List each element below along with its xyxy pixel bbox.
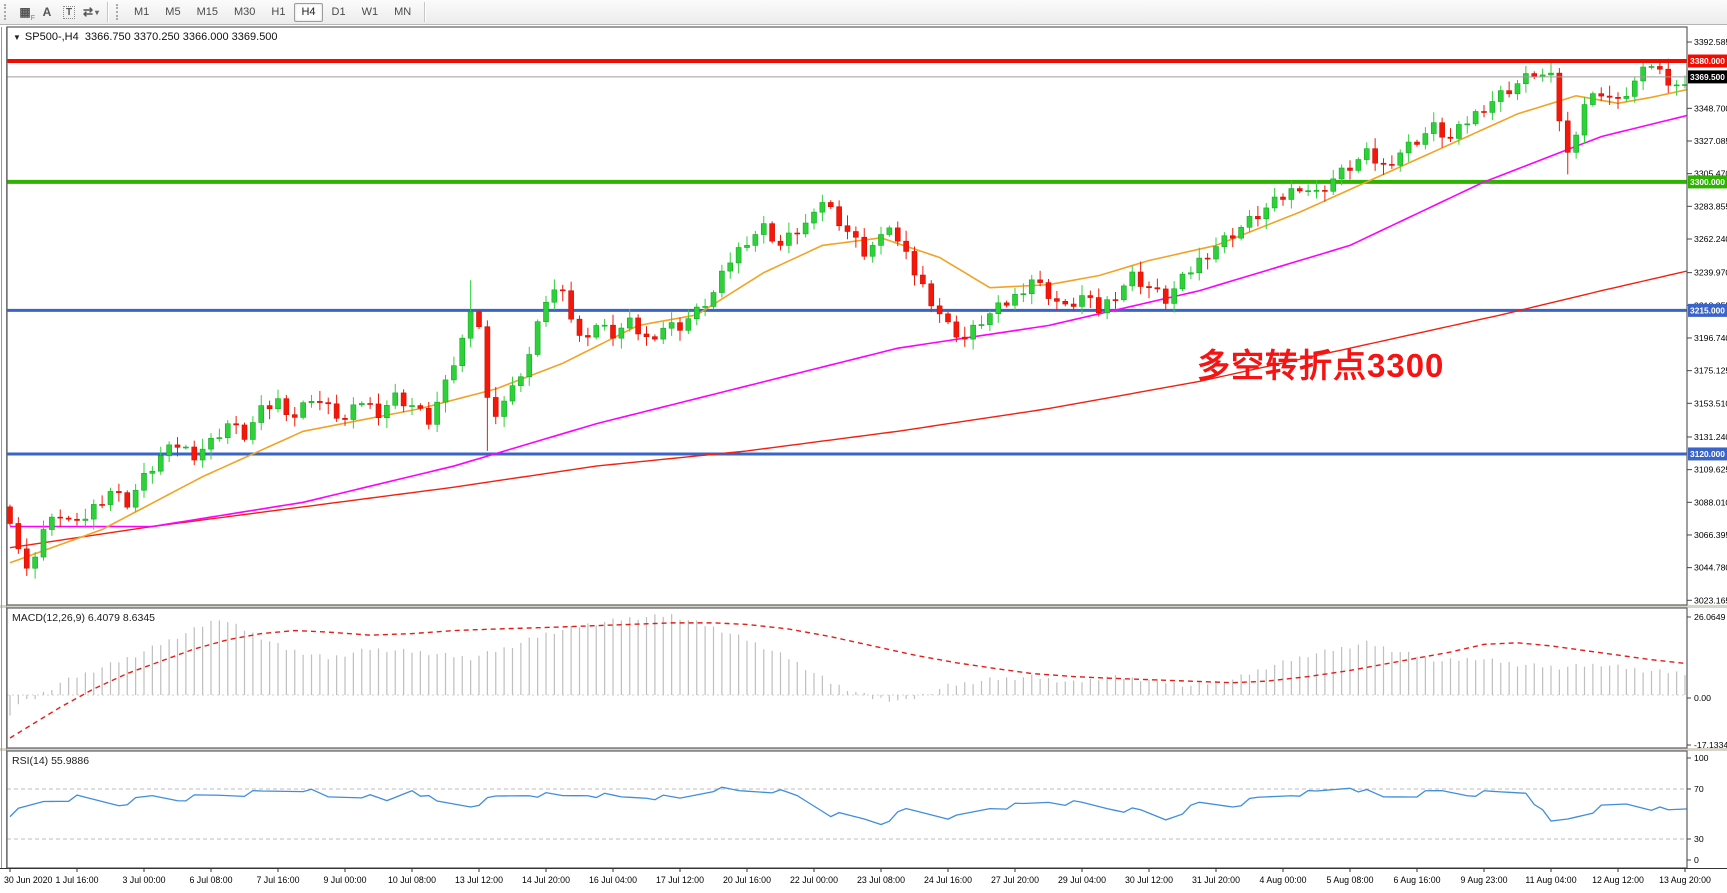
price-axis-label: 3131.240 [1694,432,1727,442]
date-axis-label: 30 Jul 12:00 [1125,875,1173,885]
rsi-axis-label: 70 [1694,784,1704,794]
text-box-icon[interactable]: T [59,2,79,22]
date-axis-label: 4 Aug 00:00 [1260,875,1307,885]
svg-text:3215.000: 3215.000 [1690,306,1725,316]
chart-symbol-label: SP500-,H4 [24,31,79,43]
date-axis-label: 22 Jul 00:00 [790,875,838,885]
timeframe-button-w1[interactable]: W1 [361,5,379,18]
date-axis-label: 1 Jul 16:00 [55,875,98,885]
timeframe-button-group: M1 M5 M15 M30 H1 H4 D1 W1 MN [126,2,419,22]
svg-text:3300.000: 3300.000 [1690,177,1725,187]
svg-text:3380.000: 3380.000 [1690,56,1725,66]
price-badge [1688,447,1727,461]
price-axis-label: 3088.010 [1694,497,1727,507]
price-axis-label: 3109.625 [1694,465,1727,475]
macd-axis-label: -17.1334 [1694,740,1727,750]
toolbar: ▦ F A T ⇄ ▾ M1 M5 M15 M30 H1 H4 D1 W1 MN [0,0,1727,25]
svg-text:3120.000: 3120.000 [1690,449,1725,459]
rsi-panel [7,786,1687,840]
date-axis-label: 10 Jul 08:00 [388,875,436,885]
date-axis-label: 17 Jul 12:00 [656,875,704,885]
macd-axis-label: 26.0649 [1694,612,1726,622]
macd-axis-label: 0.00 [1694,693,1711,703]
timeframe-button-m1[interactable]: M1 [134,5,150,18]
price-badge [1688,54,1727,68]
main-price-panel [7,58,1687,579]
price-axis-label: 3239.970 [1694,268,1727,278]
date-axis-label: 29 Jul 04:00 [1058,875,1106,885]
price-axis-label: 3327.085 [1694,136,1727,146]
toolbar-grip-2[interactable] [116,4,122,20]
price-axis-label: 3262.240 [1694,234,1727,244]
toolbar-separator-2 [424,2,427,22]
toolbar-icon-group: ▦ F A T ⇄ ▾ [14,2,102,22]
toolbar-separator [107,2,109,22]
date-axis-label: 12 Aug 12:00 [1592,875,1644,885]
price-axis-label: 3023.165 [1694,595,1727,605]
chart-dropdown-icon[interactable]: ▼ [13,33,21,42]
date-axis-label: 14 Jul 20:00 [522,875,570,885]
price-badge [1688,70,1727,84]
arrows-icon[interactable]: ⇄ ▾ [82,5,100,19]
price-axis-label: 3153.510 [1694,398,1727,408]
date-axis-label: 6 Aug 16:00 [1394,875,1441,885]
date-axis-label: 27 Jul 20:00 [991,875,1039,885]
grid-f-icon[interactable]: ▦ F [19,5,35,22]
date-axis-label: 30 Jun 2020 [4,875,53,885]
price-axis-label: 3066.395 [1694,530,1727,540]
font-a-icon[interactable]: A [42,5,52,19]
chart-text-annotation: 多空转折点3300 [1197,347,1445,384]
date-axis-label: 16 Jul 04:00 [589,875,637,885]
date-axis-label: 23 Jul 08:00 [857,875,905,885]
price-chart-canvas[interactable]: 3392.585 3348.700 3327.085 3305.470 3283.855… [0,25,1727,893]
timeframe-button-mn[interactable]: MN [394,5,412,18]
rsi-axis-label: 30 [1694,834,1704,844]
rsi-axis-label: 0 [1694,855,1699,865]
rsi-indicator-label: RSI(14) 55.9886 [12,755,90,767]
date-axis-label: 3 Jul 00:00 [122,875,165,885]
date-axis-label: 7 Jul 16:00 [256,875,299,885]
timeframe-button-m30[interactable]: M30 [233,5,256,18]
price-axis-label: 3175.125 [1694,366,1727,376]
svg-text:3369.500: 3369.500 [1690,72,1725,82]
toolbar-grip[interactable] [4,4,10,20]
date-axis-label: 31 Jul 20:00 [1192,875,1240,885]
date-axis-label: 5 Aug 08:00 [1327,875,1374,885]
timeframe-button-m5[interactable]: M5 [165,5,181,18]
date-axis-label: 9 Jul 00:00 [323,875,366,885]
date-axis-label: 24 Jul 16:00 [924,875,972,885]
chart-ohlc-readout: 3366.750 3370.250 3366.000 3369.500 [84,31,278,43]
timeframe-button-h1[interactable]: H1 [271,5,286,18]
timeframe-button-h4[interactable]: H4 [294,2,323,22]
macd-panel [7,614,1687,739]
macd-indicator-label: MACD(12,26,9) 6.4079 8.6345 [12,612,156,624]
timeframe-button-m15[interactable]: M15 [196,5,218,18]
price-badge [1688,175,1727,189]
chart-title[interactable]: ▼ SP500-,H4 3366.750 3370.250 3366.000 33… [13,31,278,43]
timeframe-button-d1[interactable]: D1 [331,5,346,18]
price-axis-label: 3196.740 [1694,333,1727,343]
date-axis-label: 6 Jul 08:00 [189,875,232,885]
date-axis-label: 20 Jul 16:00 [723,875,771,885]
date-axis-label: 9 Aug 23:00 [1461,875,1508,885]
date-axis-label: 13 Aug 20:00 [1659,875,1711,885]
date-axis-label: 13 Jul 12:00 [455,875,503,885]
date-axis-label: 11 Aug 04:00 [1525,875,1576,885]
rsi-axis-label: 100 [1694,753,1709,763]
price-axis-label: 3392.585 [1694,37,1727,47]
price-axis-label: 3348.700 [1694,103,1727,113]
price-axis-label: 3305.470 [1694,169,1727,179]
price-badge [1688,303,1727,317]
price-axis-label: 3283.855 [1694,201,1727,211]
price-axis-label: 3044.780 [1694,563,1727,573]
